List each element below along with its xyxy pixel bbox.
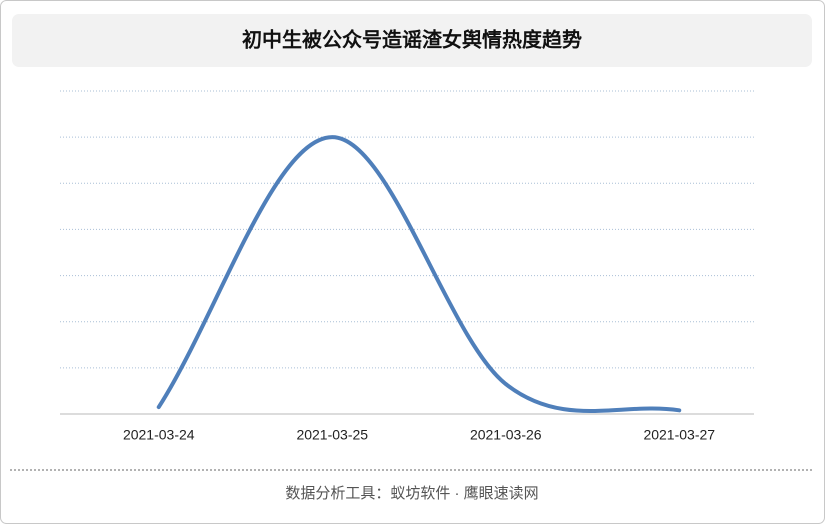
chart-title: 初中生被公众号造谣渣女舆情热度趋势 [242, 27, 582, 51]
x-tick-label: 2021-03-24 [123, 427, 195, 443]
footer: 数据分析工具：蚁坊软件 · 鹰眼速读网 [285, 485, 538, 502]
x-tick-label: 2021-03-25 [296, 427, 368, 443]
x-tick-label: 2021-03-27 [643, 427, 715, 443]
x-tick-label: 2021-03-26 [470, 427, 542, 443]
title-box [12, 14, 812, 67]
line [156, 135, 682, 413]
